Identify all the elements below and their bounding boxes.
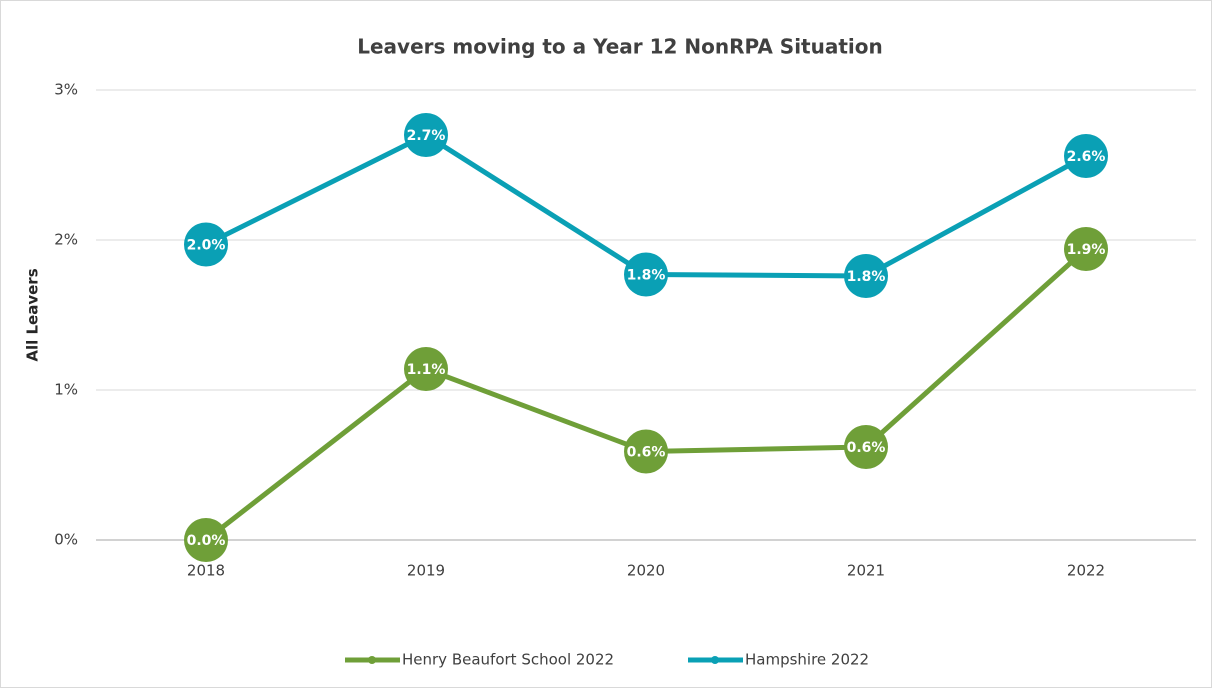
legend-marker [711,656,719,664]
data-label: 1.1% [407,362,446,378]
data-label: 0.6% [847,440,886,456]
data-label: 1.9% [1067,242,1106,258]
x-tick-label: 2020 [627,562,665,580]
data-point [844,425,888,469]
data-point [844,254,888,298]
data-point [184,518,228,562]
data-label: 2.7% [407,128,446,144]
chart-title: Leavers moving to a Year 12 NonRPA Situa… [357,35,883,59]
x-tick-label: 2019 [407,562,445,580]
data-label: 2.6% [1067,149,1106,165]
data-label: 1.8% [627,268,666,284]
data-point [1064,227,1108,271]
data-label: 1.8% [847,269,886,285]
data-point [1064,134,1108,178]
y-tick-label: 2% [54,231,78,249]
data-label: 0.6% [627,445,666,461]
data-point [624,252,668,297]
y-tick-label: 3% [54,81,78,99]
data-label: 2.0% [187,238,226,254]
y-tick-label: 0% [54,531,78,549]
data-point [404,113,448,157]
x-tick-label: 2022 [1067,562,1105,580]
legend-label: Hampshire 2022 [745,651,869,669]
y-axis-title: All Leavers [24,268,42,361]
data-point [624,429,668,474]
legend-marker [368,656,376,664]
data-label: 0.0% [187,533,226,549]
x-tick-label: 2021 [847,562,885,580]
x-tick-label: 2018 [187,562,225,580]
legend-label: Henry Beaufort School 2022 [402,651,614,669]
data-point [184,222,228,267]
data-point [404,347,448,391]
y-tick-label: 1% [54,381,78,399]
